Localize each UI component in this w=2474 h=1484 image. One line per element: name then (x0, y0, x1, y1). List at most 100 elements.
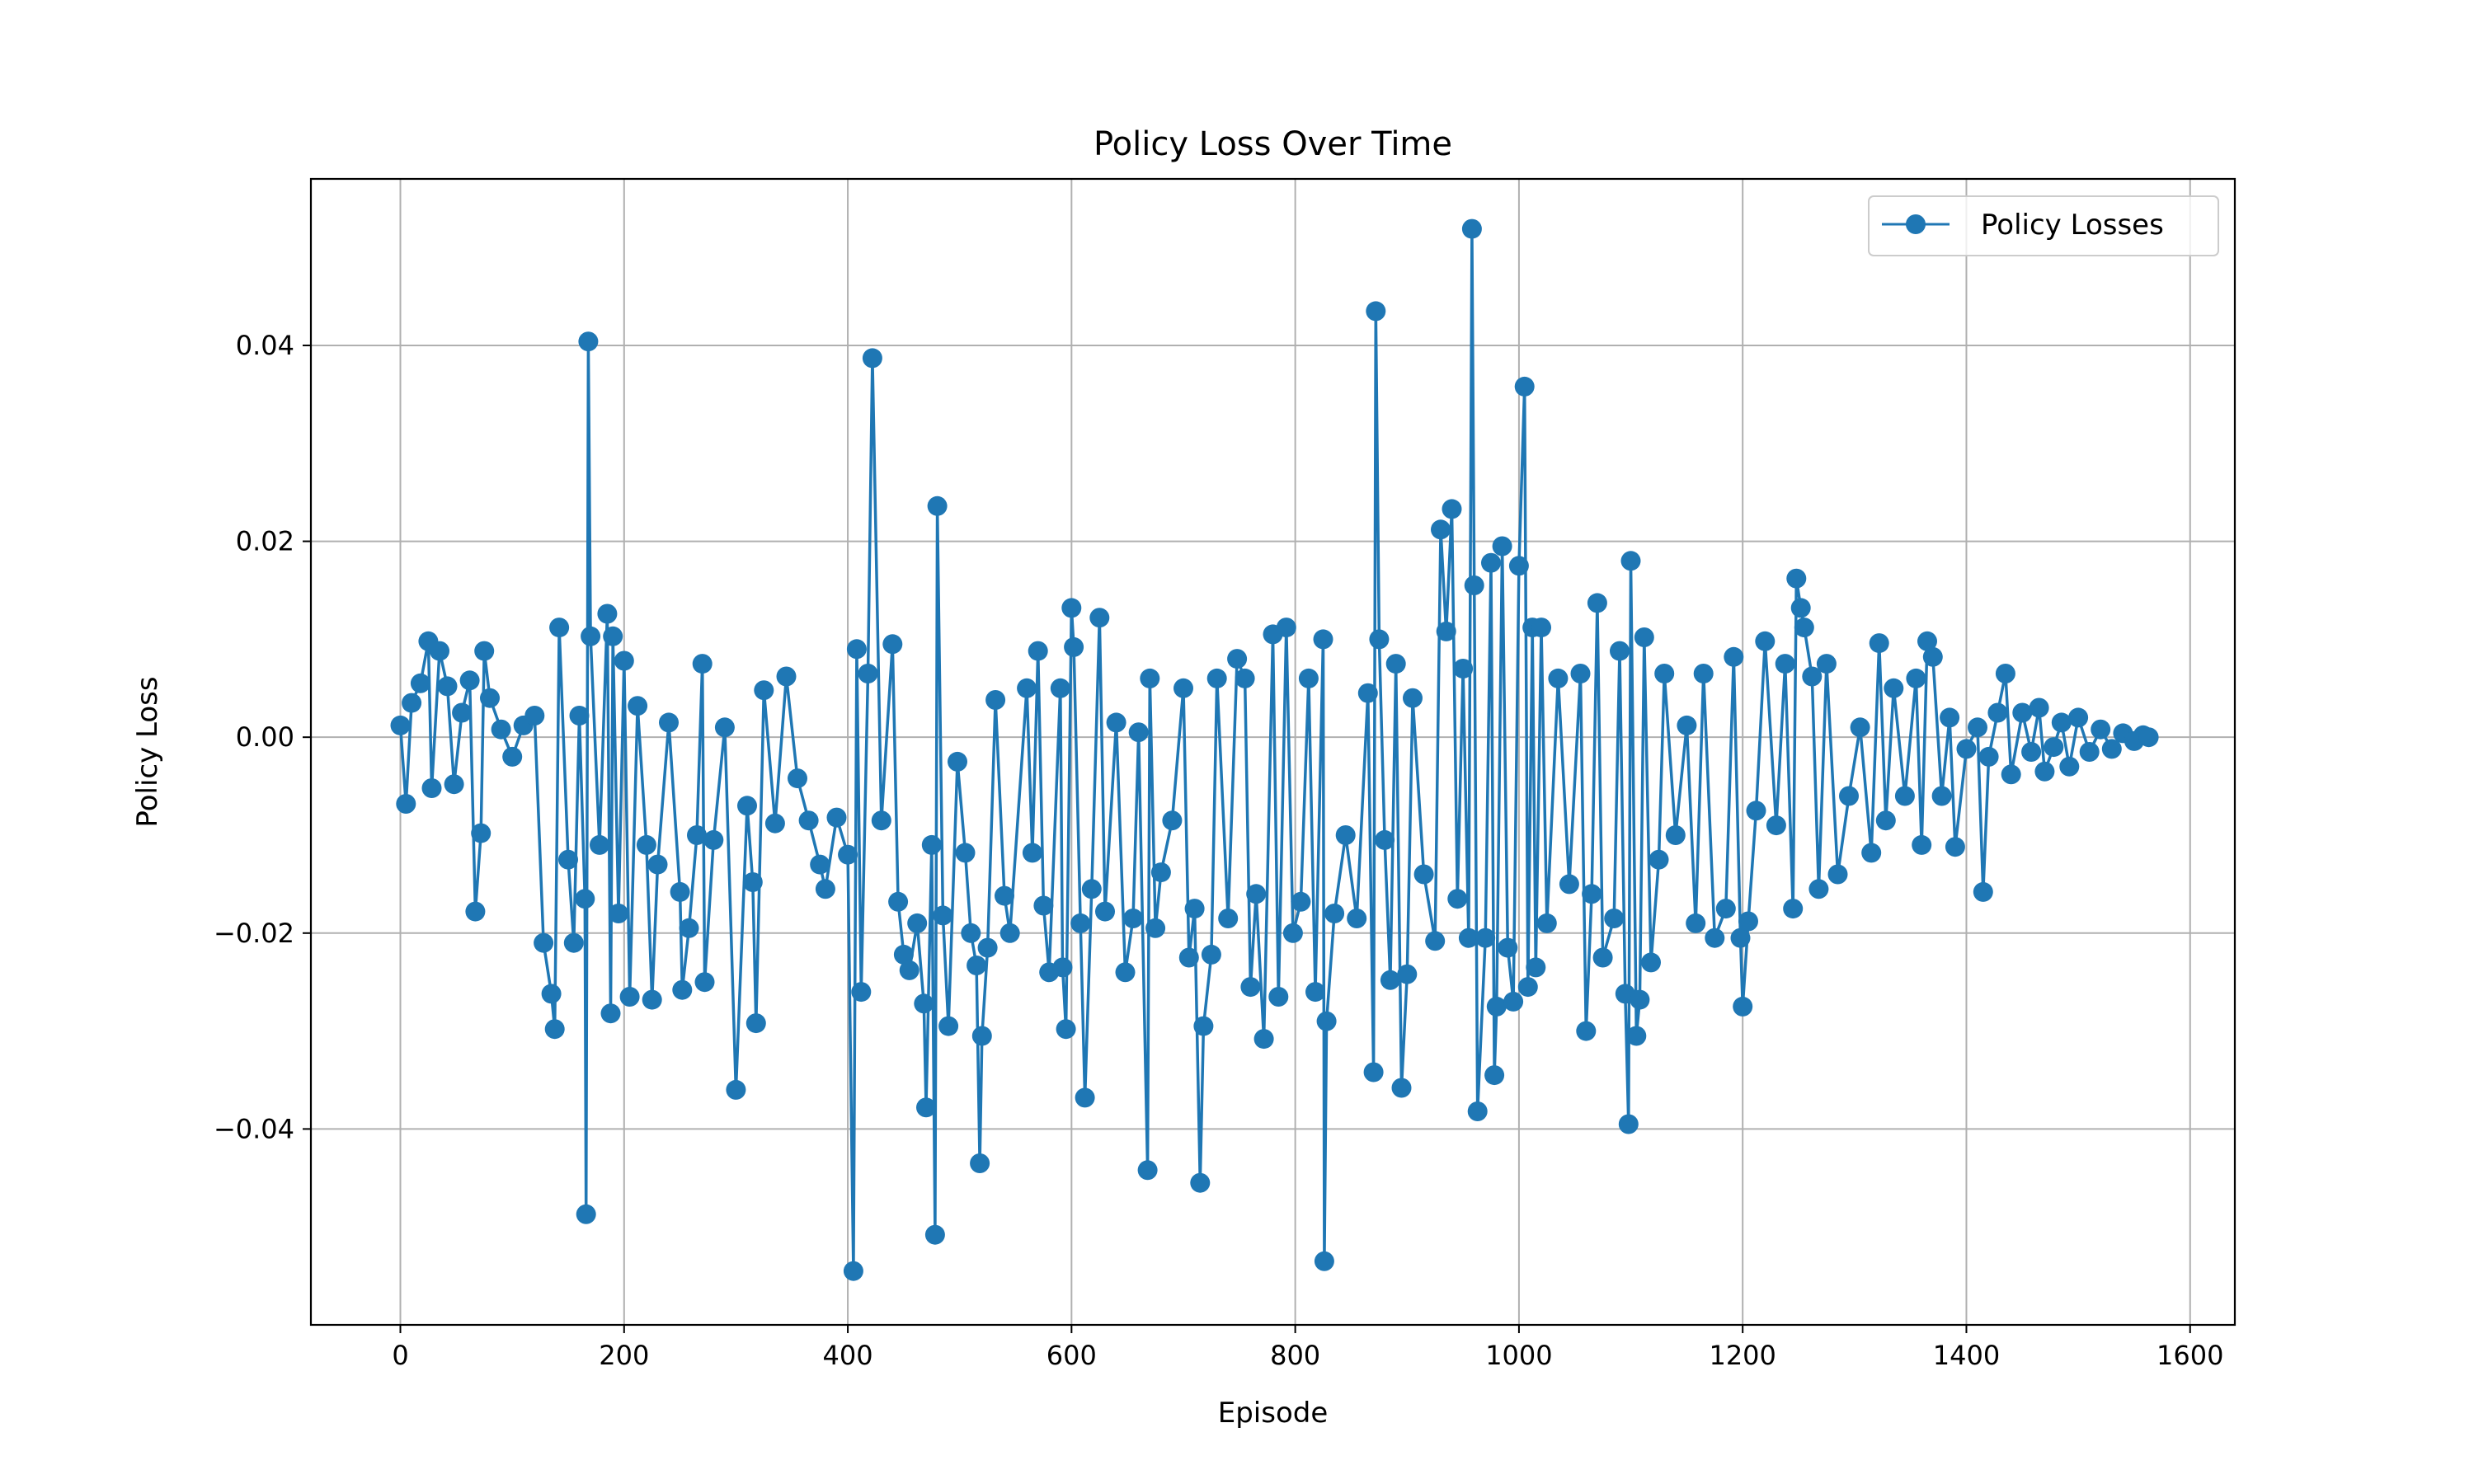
data-point (1794, 618, 1814, 638)
data-point (396, 794, 416, 814)
data-point (1536, 913, 1557, 933)
data-point (1190, 1172, 1211, 1193)
data-point (1724, 646, 1744, 667)
data-point (961, 923, 981, 943)
data-point (402, 693, 422, 713)
data-point (2138, 727, 2159, 748)
data-point (1839, 786, 1859, 806)
data-point (1052, 957, 1073, 978)
data-point (1968, 717, 1987, 738)
data-point (933, 905, 953, 926)
data-point (888, 891, 909, 912)
data-point (1738, 911, 1758, 932)
data-point (714, 717, 735, 738)
data-point (1106, 712, 1126, 733)
data-point (1298, 668, 1319, 688)
x-tick-label: 600 (1047, 1340, 1097, 1371)
data-point (1240, 977, 1261, 998)
data-point (1178, 947, 1199, 968)
data-point (970, 1153, 990, 1173)
data-point (1375, 829, 1395, 850)
data-point (1582, 884, 1602, 904)
data-point (1123, 909, 1143, 928)
data-point (1610, 641, 1630, 661)
data-point (558, 849, 578, 870)
data-point (967, 956, 987, 975)
data-point (694, 972, 715, 993)
data-point (576, 1204, 596, 1224)
data-point (1775, 654, 1795, 674)
data-point (1458, 928, 1479, 948)
data-point (1268, 987, 1289, 1007)
data-point (2001, 764, 2021, 785)
data-point (955, 843, 976, 863)
data-point (1677, 715, 1697, 735)
data-point (2059, 756, 2080, 777)
x-tick-label: 1400 (1933, 1340, 2000, 1371)
data-point (1786, 568, 1807, 589)
x-tick-label: 200 (599, 1340, 649, 1371)
data-point (1140, 668, 1160, 688)
data-point (1081, 879, 1102, 899)
data-point (826, 807, 847, 828)
data-point (452, 702, 473, 723)
data-point (628, 696, 648, 716)
data-point (2012, 702, 2033, 723)
data-point (999, 923, 1020, 943)
axes-frame (309, 177, 2236, 1327)
data-point (851, 982, 872, 1003)
data-point (927, 495, 948, 516)
data-point (1592, 947, 1613, 968)
data-point (1064, 636, 1084, 657)
data-point (1431, 519, 1451, 540)
data-point (1503, 991, 1524, 1012)
data-point (1808, 879, 1829, 899)
grid (311, 179, 2235, 1325)
data-point (636, 834, 656, 855)
data-point (1559, 874, 1579, 895)
data-point (1397, 964, 1418, 984)
data-point (1498, 937, 1518, 958)
data-point (1137, 1160, 1158, 1181)
data-point (614, 650, 634, 671)
data-point (1620, 551, 1641, 571)
data-point (938, 1016, 959, 1036)
data-point (1755, 631, 1776, 651)
data-point (1206, 668, 1227, 688)
data-point (670, 881, 690, 902)
data-point (2051, 712, 2072, 733)
data-point (1413, 864, 1434, 885)
data-point (985, 690, 1006, 710)
data-point (659, 712, 679, 733)
data-point (524, 706, 545, 726)
data-point (745, 1013, 766, 1034)
data-point (1442, 499, 1462, 519)
data-point (1033, 895, 1054, 916)
data-point (619, 987, 640, 1007)
data-point (1464, 575, 1484, 595)
data-point (1746, 801, 1766, 821)
data-point (1403, 688, 1423, 708)
data-point (1587, 593, 1607, 613)
x-axis-label: Episode (1218, 1397, 1329, 1430)
data-point (597, 603, 618, 624)
data-point (474, 641, 495, 661)
data-point (1802, 666, 1823, 687)
legend-box (1868, 195, 2219, 256)
data-point (843, 1261, 863, 1281)
data-point (600, 1003, 621, 1024)
data-point (764, 813, 785, 834)
data-point (1089, 608, 1110, 628)
data-point (1145, 918, 1166, 938)
data-point (1693, 664, 1714, 683)
data-point (390, 715, 411, 735)
x-tick-label: 0 (392, 1340, 408, 1371)
data-point (2079, 742, 2100, 762)
data-point (1945, 837, 1965, 857)
axis-ticks: 0 200 400 600 800 1000 1200 1400 1600 −0.04 −0.02 0… (214, 330, 2224, 1371)
y-tick-label: 0.04 (236, 330, 294, 361)
data-point (1335, 825, 1356, 845)
data-point (544, 1019, 565, 1040)
data-point (491, 719, 511, 740)
